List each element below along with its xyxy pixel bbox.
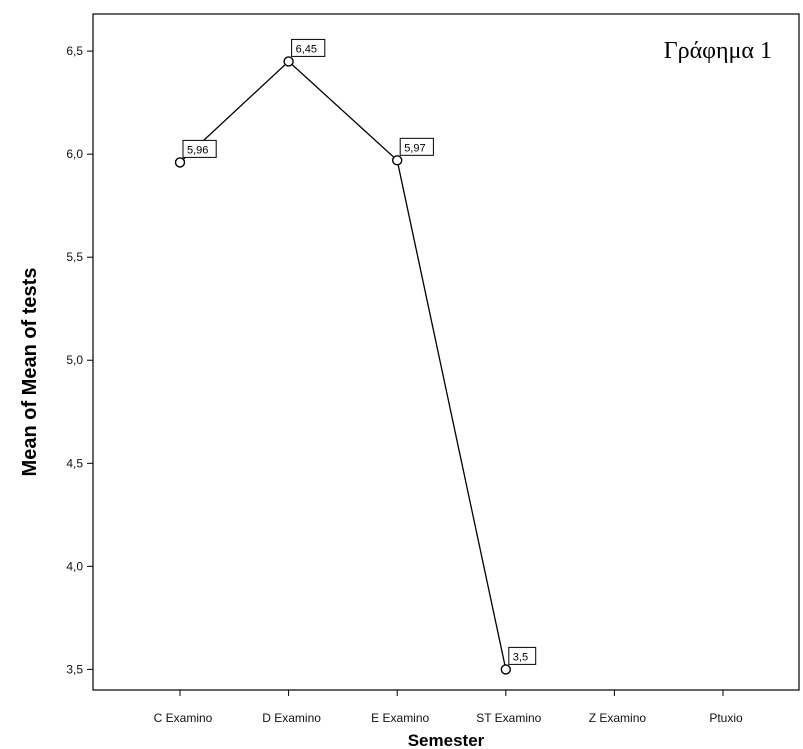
y-tick-label: 6,0 [66,147,83,161]
chart-title: Γράφημα 1 [664,38,772,64]
data-point [283,56,294,67]
data-point [392,155,403,166]
data-point [174,157,186,168]
data-label: 5,96 [187,144,208,156]
data-label: 5,97 [404,142,425,154]
data-label: 6,45 [296,43,317,55]
y-axis-title: Mean of Mean of tests [19,268,41,477]
y-axis: 3,5 4,0 4,5 5,0 5,5 6,0 6,5 [66,44,93,676]
x-tick-label: ST Examino [476,711,541,725]
x-tick-label: E Examino [371,711,429,725]
y-tick-label: 4,5 [66,456,83,470]
data-label: 3,5 [513,651,528,663]
x-tick-label: Ptuxio [709,711,743,725]
data-label-box [399,137,434,156]
data-point [500,664,511,675]
y-tick-label: 5,0 [66,353,83,367]
series-line-path [179,60,507,670]
data-label-box [291,38,326,57]
series-line [174,56,511,675]
data-label-box [182,139,217,158]
data-label-box [508,646,537,665]
x-tick-label: Z Examino [589,711,647,725]
y-tick-label: 5,5 [66,250,83,264]
y-tick-label: 6,5 [66,44,83,58]
y-tick-label: 4,0 [66,559,83,573]
x-tick-label: C Examino [154,711,213,725]
y-tick-label: 3,5 [66,662,83,676]
plot-area [92,13,800,691]
x-tick-label: D Examino [262,711,321,725]
x-axis-title: Semester [408,731,485,749]
x-axis: C Examino D Examino E Examino ST Examino Z E… [154,690,743,725]
data-labels: 5,96 6,45 5,97 3,5 [182,38,537,665]
